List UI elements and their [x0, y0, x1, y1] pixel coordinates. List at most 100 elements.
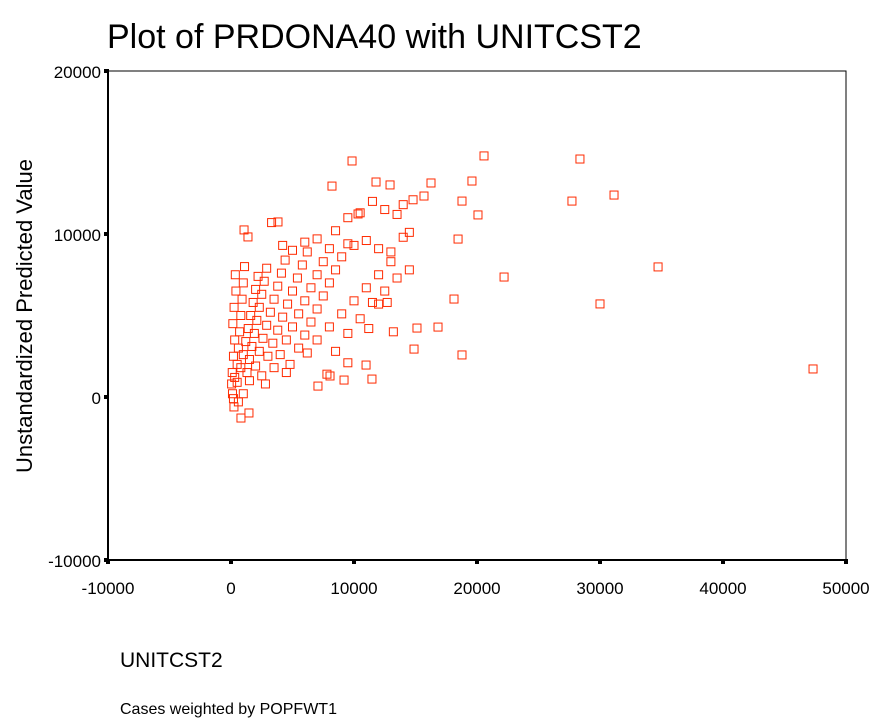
- point: [327, 181, 337, 191]
- point: [302, 247, 312, 257]
- point: [228, 319, 238, 329]
- point: [302, 348, 312, 358]
- point: [227, 368, 237, 378]
- point: [331, 226, 341, 236]
- point: [262, 263, 272, 273]
- point: [343, 358, 353, 368]
- x-tick-label: 40000: [699, 579, 746, 598]
- point: [374, 244, 384, 254]
- point: [257, 371, 267, 381]
- point: [288, 286, 297, 296]
- point: [254, 346, 264, 356]
- point: [312, 304, 322, 314]
- point: [343, 328, 353, 338]
- point: [244, 408, 254, 418]
- point: [374, 299, 384, 309]
- point: [306, 317, 316, 327]
- point: [808, 364, 818, 374]
- y-tick-label: 0: [92, 389, 101, 408]
- point: [236, 413, 246, 423]
- point: [306, 283, 316, 293]
- point: [386, 247, 396, 257]
- point: [244, 376, 254, 386]
- point: [361, 360, 371, 370]
- point: [426, 178, 436, 188]
- point: [312, 270, 322, 280]
- point: [457, 350, 467, 360]
- point: [392, 209, 402, 219]
- point: [343, 213, 353, 223]
- point: [262, 320, 272, 330]
- point: [288, 245, 297, 255]
- point: [233, 397, 243, 407]
- point: [237, 294, 247, 304]
- point: [325, 371, 335, 381]
- points: [227, 151, 818, 423]
- point: [653, 262, 663, 272]
- x-tick-label: 30000: [576, 579, 623, 598]
- point: [347, 156, 357, 166]
- point: [392, 273, 402, 283]
- point: [324, 278, 334, 288]
- point: [276, 268, 286, 278]
- point: [331, 346, 341, 356]
- point: [292, 273, 302, 283]
- point: [236, 311, 246, 320]
- point: [283, 299, 293, 309]
- point: [278, 312, 288, 322]
- point: [457, 196, 467, 206]
- point: [236, 363, 246, 373]
- chart-title: Plot of PRDONA40 with UNITCST2: [107, 18, 642, 56]
- point: [280, 255, 290, 265]
- point: [374, 270, 384, 280]
- point: [361, 283, 371, 293]
- point: [243, 232, 253, 242]
- point: [398, 200, 408, 210]
- point: [281, 368, 291, 378]
- point: [285, 359, 295, 369]
- point: [238, 389, 248, 399]
- point: [257, 289, 267, 299]
- point: [449, 294, 459, 304]
- x-tick-label: -10000: [82, 579, 135, 598]
- point: [343, 239, 353, 249]
- point: [349, 296, 359, 306]
- point: [240, 262, 250, 272]
- y-axis-label: Unstandardized Predicted Value: [12, 159, 37, 473]
- point: [248, 297, 258, 307]
- point: [227, 389, 237, 399]
- footnote: Cases weighted by POPFWT1: [120, 701, 337, 718]
- point: [227, 379, 237, 389]
- point: [567, 196, 577, 206]
- point: [281, 335, 291, 345]
- point: [408, 195, 418, 205]
- point: [244, 355, 254, 365]
- point: [349, 240, 359, 250]
- point: [404, 265, 414, 275]
- point: [318, 291, 328, 301]
- point: [409, 344, 419, 354]
- point: [267, 218, 277, 228]
- x-tick-label: 20000: [453, 579, 500, 598]
- point: [278, 240, 288, 250]
- plot-frame: [107, 70, 847, 561]
- point: [473, 210, 483, 220]
- point: [367, 374, 377, 384]
- point: [249, 328, 259, 338]
- point: [258, 333, 268, 343]
- point: [339, 375, 349, 385]
- point: [263, 351, 273, 361]
- point: [275, 350, 285, 360]
- point: [361, 236, 371, 246]
- point: [318, 257, 328, 267]
- point: [385, 180, 395, 190]
- point: [233, 343, 243, 353]
- point: [288, 322, 297, 332]
- point: [419, 191, 429, 201]
- point: [260, 379, 270, 389]
- point: [322, 369, 332, 379]
- point: [294, 343, 304, 353]
- point: [238, 278, 248, 288]
- point: [243, 324, 253, 334]
